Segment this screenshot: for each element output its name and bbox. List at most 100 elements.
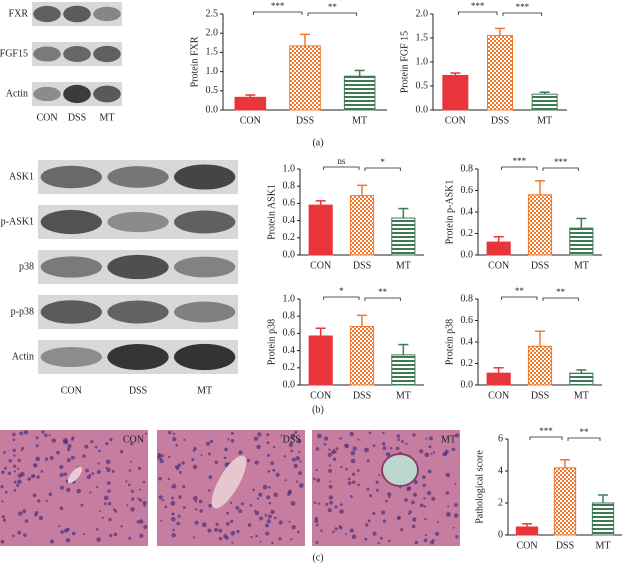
nucleus bbox=[143, 524, 148, 530]
nucleus bbox=[113, 532, 118, 537]
nucleus bbox=[49, 539, 55, 544]
significance-label: * bbox=[380, 157, 385, 167]
nucleus bbox=[298, 471, 302, 476]
nucleus bbox=[195, 508, 198, 511]
nucleus bbox=[37, 499, 41, 503]
nucleus bbox=[178, 495, 182, 499]
nucleus bbox=[339, 509, 344, 514]
nucleus bbox=[419, 503, 424, 508]
blot-band bbox=[40, 256, 102, 278]
nucleus bbox=[223, 456, 227, 460]
nucleus bbox=[230, 501, 233, 505]
nucleus bbox=[160, 519, 163, 522]
nucleus bbox=[21, 447, 25, 450]
nucleus bbox=[67, 443, 72, 449]
nucleus bbox=[200, 454, 203, 456]
lane-label: DSS bbox=[129, 385, 147, 396]
nucleus bbox=[379, 536, 383, 540]
nucleus bbox=[82, 454, 86, 458]
nucleus bbox=[291, 433, 296, 438]
y-tick-label: 1.0 bbox=[206, 66, 219, 77]
nucleus bbox=[278, 520, 283, 525]
y-tick-label: 0.8 bbox=[461, 163, 474, 174]
nucleus bbox=[107, 501, 112, 506]
nucleus bbox=[171, 484, 177, 489]
nucleus bbox=[259, 516, 263, 521]
blot-band bbox=[174, 343, 236, 371]
y-tick-label: 0.4 bbox=[461, 206, 474, 217]
blot-band bbox=[107, 166, 169, 188]
nucleus bbox=[334, 505, 338, 509]
significance-bracket bbox=[364, 167, 401, 171]
nucleus bbox=[63, 528, 68, 533]
panel-label: (a) bbox=[312, 137, 323, 148]
nucleus bbox=[76, 488, 81, 494]
nucleus bbox=[12, 432, 16, 437]
nucleus bbox=[315, 540, 319, 544]
bar bbox=[391, 217, 416, 256]
nucleus bbox=[297, 530, 300, 534]
nucleus bbox=[454, 482, 457, 485]
nucleus bbox=[298, 483, 304, 488]
nucleus bbox=[0, 485, 4, 489]
nucleus bbox=[206, 441, 210, 446]
significance-label: ns bbox=[337, 156, 346, 166]
error-bar bbox=[493, 235, 504, 243]
significance-label: * bbox=[339, 286, 344, 296]
bar bbox=[289, 45, 321, 111]
nucleus bbox=[447, 505, 450, 508]
nucleus bbox=[41, 430, 45, 434]
nucleus bbox=[320, 529, 323, 532]
nucleus bbox=[177, 514, 181, 518]
x-tick-label: DSS bbox=[491, 115, 509, 126]
nucleus bbox=[172, 528, 175, 532]
panel-label: (c) bbox=[312, 552, 323, 563]
nucleus bbox=[382, 431, 385, 435]
nucleus bbox=[401, 440, 404, 444]
nucleus bbox=[400, 528, 404, 532]
nucleus bbox=[13, 470, 16, 473]
nucleus bbox=[171, 517, 176, 522]
nucleus bbox=[408, 510, 412, 514]
nucleus bbox=[454, 503, 458, 507]
histology-image bbox=[157, 430, 305, 546]
significance-label: ** bbox=[515, 286, 525, 296]
nucleus bbox=[48, 492, 53, 497]
y-tick-label: 0.8 bbox=[283, 180, 296, 191]
y-tick-label: 0.0 bbox=[461, 249, 474, 260]
nucleus bbox=[59, 464, 64, 470]
nucleus bbox=[12, 438, 16, 442]
nucleus bbox=[183, 438, 186, 442]
nucleus bbox=[445, 449, 449, 454]
nucleus bbox=[56, 450, 60, 455]
nucleus bbox=[431, 496, 436, 501]
nucleus bbox=[451, 447, 456, 452]
y-tick-label: 1.0 bbox=[283, 293, 296, 304]
nucleus bbox=[372, 511, 376, 515]
nucleus bbox=[231, 541, 234, 544]
nucleus bbox=[45, 499, 48, 502]
nucleus bbox=[230, 519, 234, 524]
nucleus bbox=[334, 450, 337, 454]
nucleus bbox=[207, 528, 212, 533]
y-tick-label: 0 bbox=[498, 529, 503, 540]
nucleus bbox=[161, 454, 165, 458]
nucleus bbox=[1, 500, 4, 503]
nucleus bbox=[174, 465, 178, 469]
nucleus bbox=[85, 468, 89, 473]
nucleus bbox=[422, 475, 426, 480]
histology-image bbox=[0, 430, 148, 546]
y-tick-label: 0.2 bbox=[461, 228, 474, 239]
nucleus bbox=[364, 447, 369, 453]
nucleus bbox=[2, 518, 6, 522]
nucleus bbox=[264, 513, 268, 517]
nucleus bbox=[351, 534, 357, 540]
nucleus bbox=[109, 437, 113, 442]
nucleus bbox=[19, 431, 24, 436]
y-tick-label: 1.0 bbox=[416, 56, 429, 67]
y-tick-label: 6 bbox=[498, 433, 503, 444]
blot-band bbox=[93, 45, 121, 63]
nucleus bbox=[98, 449, 101, 453]
nucleus bbox=[194, 500, 198, 503]
nucleus bbox=[298, 450, 301, 454]
